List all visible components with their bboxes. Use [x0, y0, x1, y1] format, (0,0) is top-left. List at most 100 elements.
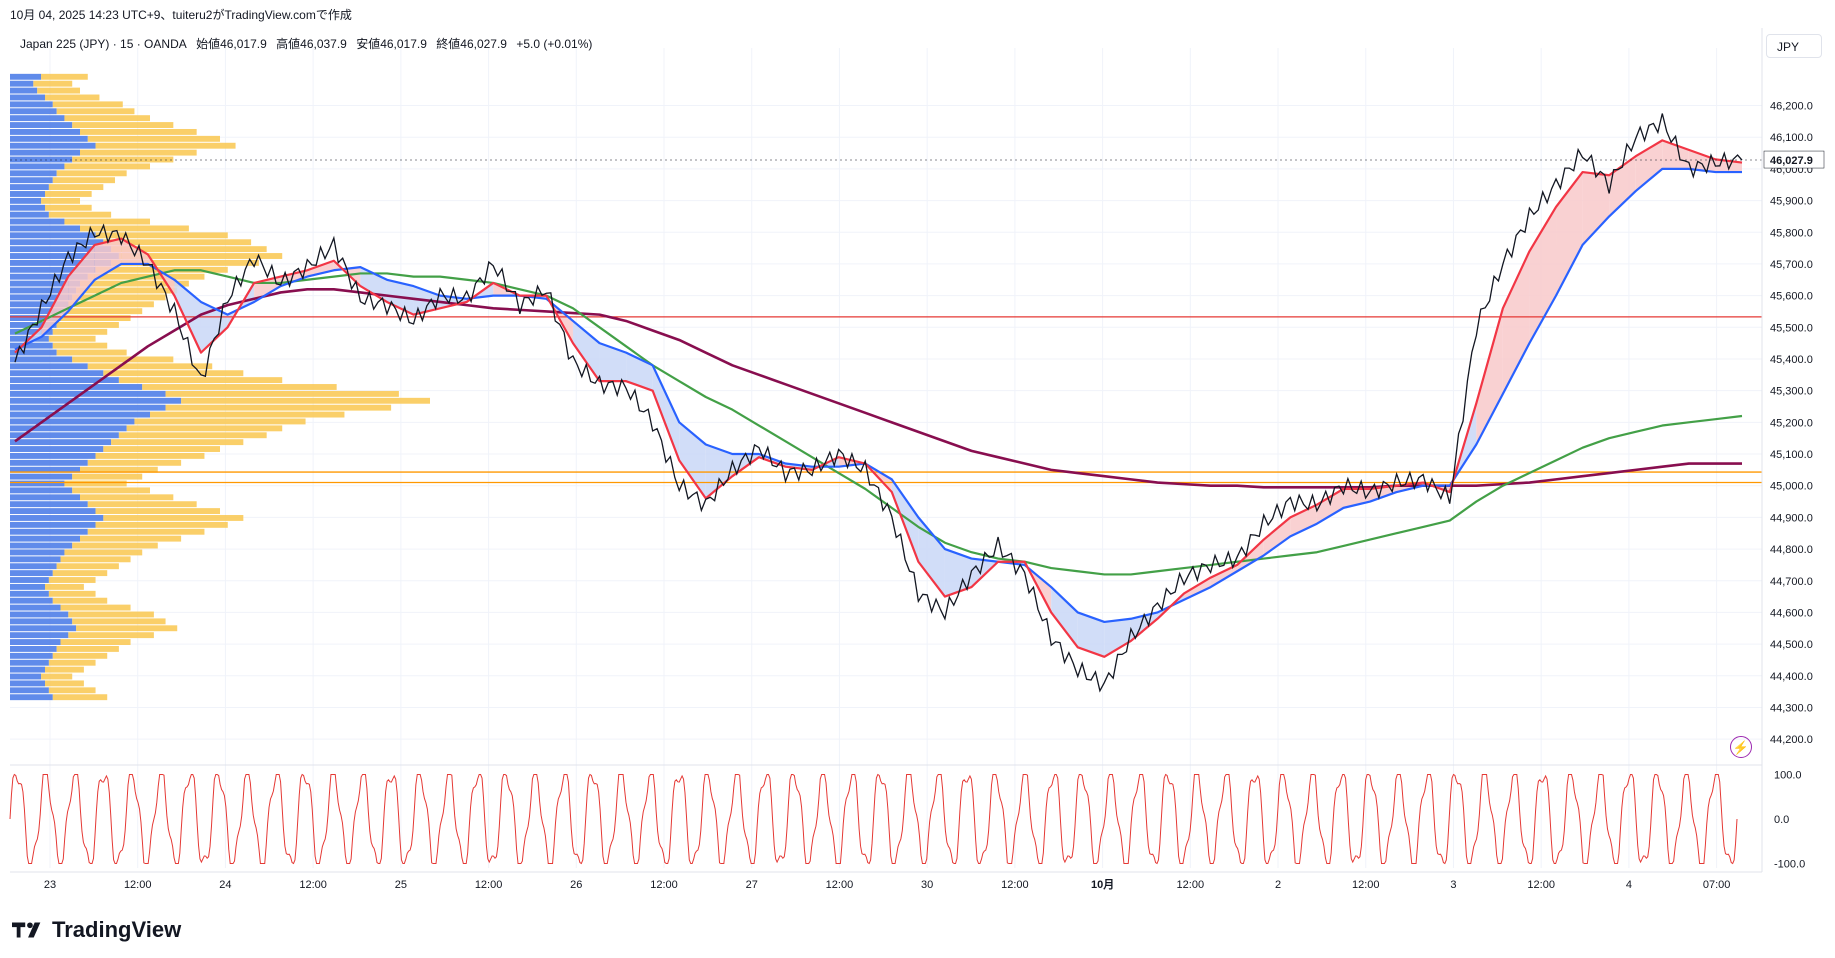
tradingview-logo[interactable]: TradingView: [12, 917, 181, 943]
volume-profile-bar-up: [48, 687, 96, 694]
x-tick-label: 12:00: [1352, 879, 1380, 891]
x-tick-label: 30: [921, 879, 933, 891]
volume-profile-bar-up: [64, 308, 143, 315]
volume-profile-bar-down: [10, 225, 80, 232]
volume-profile-bar-down: [10, 253, 119, 259]
currency-button[interactable]: JPY: [1766, 34, 1822, 58]
y-tick-label: 45,000.0: [1770, 481, 1813, 493]
volume-profile-bar-up: [64, 549, 143, 556]
volume-profile-bar-up: [48, 211, 112, 218]
volume-profile-bar-down: [10, 349, 57, 356]
volume-profile-bar-down: [10, 583, 45, 590]
volume-profile-bar-up: [72, 156, 174, 163]
volume-profile-bar-down: [10, 570, 53, 577]
ema-fill: [1316, 488, 1344, 524]
volume-profile-bar-down: [10, 528, 88, 535]
x-tick-label: 07:00: [1703, 879, 1731, 891]
ema-fill: [1343, 488, 1371, 508]
volume-profile-bar-down: [10, 508, 96, 515]
volume-profile-bar-up: [45, 94, 100, 101]
volume-profile-bar-down: [10, 163, 65, 170]
y-tick-label: 45,500.0: [1770, 322, 1813, 334]
lightning-icon[interactable]: ⚡: [1730, 736, 1752, 758]
volume-profile-bar-up: [87, 363, 213, 370]
ema-fill: [918, 517, 945, 597]
volume-profile-bar-down: [10, 218, 65, 225]
volume-profile-bar-up: [87, 459, 182, 466]
volume-profile-bar-down: [10, 308, 65, 315]
volume-profile-bar-up: [142, 384, 337, 390]
volume-profile-bar-up: [68, 632, 154, 639]
volume-profile-bar-down: [10, 542, 73, 549]
volume-profile-bar-down: [10, 501, 88, 508]
y-tick-label: 44,200.0: [1770, 734, 1813, 746]
volume-profile-bar-down: [10, 639, 61, 645]
volume-profile-bar-up: [45, 583, 84, 590]
y-tick-label: 44,500.0: [1770, 639, 1813, 651]
volume-profile-bar-down: [10, 590, 49, 597]
symbol-name[interactable]: Japan 225 (JPY) · 15 · OANDA: [20, 37, 187, 51]
volume-profile-bar-up: [48, 184, 104, 191]
volume-profile-bar-up: [72, 542, 158, 549]
volume-profile-bar-down: [10, 273, 88, 280]
volume-profile-bar-up: [111, 246, 267, 253]
volume-profile-bar-down: [10, 142, 96, 149]
volume-profile-bar-up: [52, 342, 108, 349]
ema-fast-line: [14, 139, 1743, 658]
volume-profile-bar-down: [10, 618, 73, 625]
volume-profile-bar-down: [10, 266, 96, 273]
high-value: 高値46,037.9: [276, 37, 347, 51]
volume-profile-bar-down: [10, 577, 49, 583]
volume-profile-bar-down: [10, 294, 73, 301]
volume-profile-bar-down: [10, 411, 150, 418]
volume-profile-bar-down: [10, 432, 119, 439]
volume-profile-bar-up: [80, 128, 197, 135]
x-tick-label: 4: [1626, 879, 1632, 891]
volume-profile-bar-up: [45, 191, 92, 197]
y-tick-label: 45,800.0: [1770, 227, 1813, 239]
volume-profile-bar-up: [72, 356, 174, 363]
open-value: 始値46,017.9: [196, 37, 267, 51]
volume-profile-bar-up: [165, 390, 399, 397]
x-tick-label: 3: [1450, 879, 1456, 891]
sma-green-line: [14, 269, 1743, 576]
volume-profile-bar-down: [10, 170, 57, 177]
last-price-label: 46,027.9: [1770, 155, 1813, 167]
x-tick-label: 27: [746, 879, 758, 891]
volume-profile-bar-down: [10, 611, 69, 618]
volume-profile-bar-up: [41, 673, 73, 680]
ema-fill: [360, 267, 387, 302]
volume-profile-bar-up: [111, 439, 244, 446]
y-tick-label: 45,600.0: [1770, 291, 1813, 303]
ema-fill: [1051, 587, 1078, 648]
volume-profile-bar-down: [10, 287, 77, 294]
volume-profile-bar-up: [41, 197, 80, 204]
volume-profile-bar-up: [56, 108, 135, 115]
volume-profile-bar-up: [95, 266, 228, 273]
volume-profile-bar-down: [10, 342, 53, 349]
volume-profile-bar-up: [95, 508, 220, 515]
oscillator-line: [9, 773, 1738, 865]
ema-fill: [68, 244, 95, 312]
volume-profile-bar-down: [10, 156, 73, 163]
volume-profile-bar-down: [10, 625, 77, 632]
volume-profile-bar-up: [87, 135, 221, 142]
volume-profile-bar-up: [134, 418, 306, 425]
volume-profile-bar-down: [10, 632, 69, 639]
volume-profile-bar-down: [10, 487, 73, 494]
volume-profile-bar-down: [10, 363, 88, 370]
x-tick-label: 24: [219, 879, 231, 891]
x-tick-label: 12:00: [124, 879, 152, 891]
ema-fill: [1104, 618, 1131, 657]
volume-profile-bar-up: [87, 501, 197, 508]
volume-profile-bar-up: [80, 466, 158, 473]
y-tick-label: 44,300.0: [1770, 702, 1813, 714]
volume-profile-bar-down: [10, 259, 112, 266]
y-tick-label: 45,200.0: [1770, 417, 1813, 429]
ema-fill: [1688, 149, 1716, 173]
volume-profile-bar-down: [10, 191, 45, 197]
volume-profile-bar-down: [10, 515, 104, 521]
ema-fill: [1290, 504, 1317, 537]
volume-profile-bar-down: [10, 404, 166, 411]
